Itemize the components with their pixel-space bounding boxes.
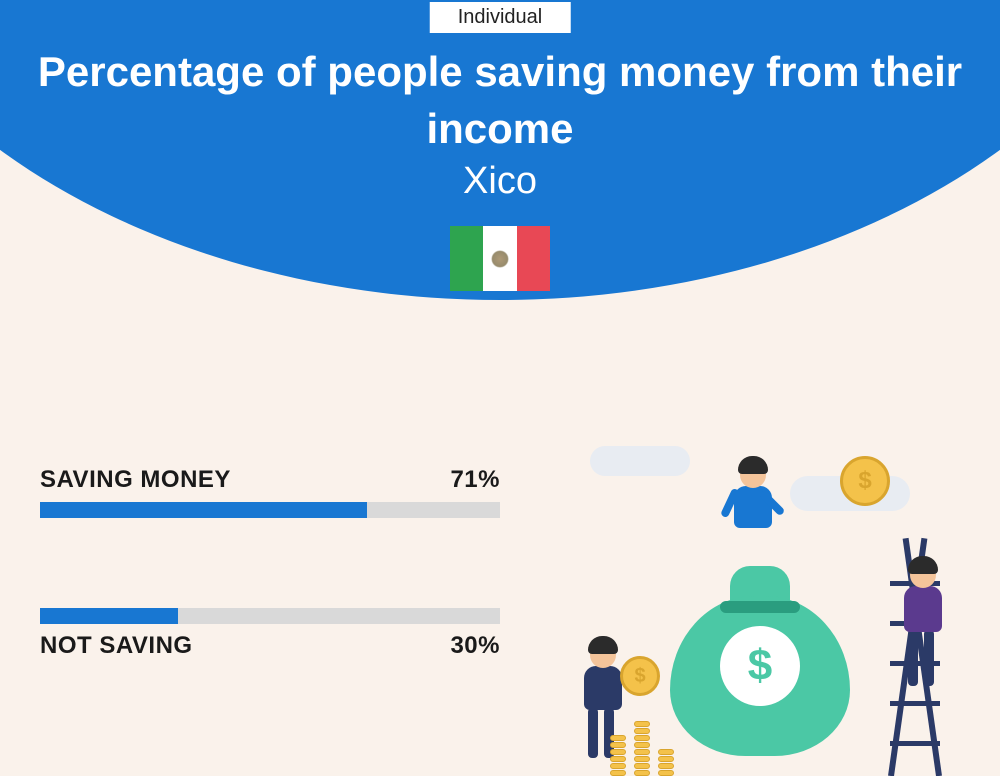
location-subtitle: Xico [0, 160, 1000, 203]
bar-label-row: NOT SAVING 30% [40, 632, 500, 660]
flag-stripe-white [483, 226, 516, 291]
bar-label: NOT SAVING [40, 632, 193, 660]
coin-stack-icon [634, 720, 650, 776]
bar-track [40, 502, 500, 518]
person-icon [890, 556, 970, 706]
bar-value: 30% [450, 632, 500, 660]
bar-label: SAVING MONEY [40, 466, 231, 494]
coin-icon: $ [620, 656, 660, 696]
bar-label-row: SAVING MONEY 71% [40, 466, 500, 494]
flag-emblem-icon [491, 250, 509, 268]
flag-stripe-red [517, 226, 550, 291]
bar-track [40, 608, 500, 624]
bar-group-saving: SAVING MONEY 71% [40, 466, 500, 518]
main-title: Percentage of people saving money from t… [0, 44, 1000, 157]
coin-stack-icon [610, 734, 626, 776]
person-icon [720, 456, 800, 556]
money-bag-icon: $ [670, 556, 850, 756]
coin-stack-icon [658, 748, 674, 776]
savings-illustration: $ $ $ [560, 436, 980, 776]
bar-chart: SAVING MONEY 71% NOT SAVING 30% [40, 466, 500, 750]
bar-fill [40, 608, 178, 624]
flag-stripe-green [450, 226, 483, 291]
coin-icon: $ [840, 456, 890, 506]
bag-tie [720, 601, 800, 613]
cloud-icon [590, 446, 690, 476]
dollar-sign-icon: $ [720, 626, 800, 706]
mexico-flag-icon [450, 226, 550, 291]
bar-value: 71% [450, 466, 500, 494]
category-badge: Individual [430, 2, 571, 33]
bar-group-not-saving: NOT SAVING 30% [40, 608, 500, 660]
bar-fill [40, 502, 367, 518]
